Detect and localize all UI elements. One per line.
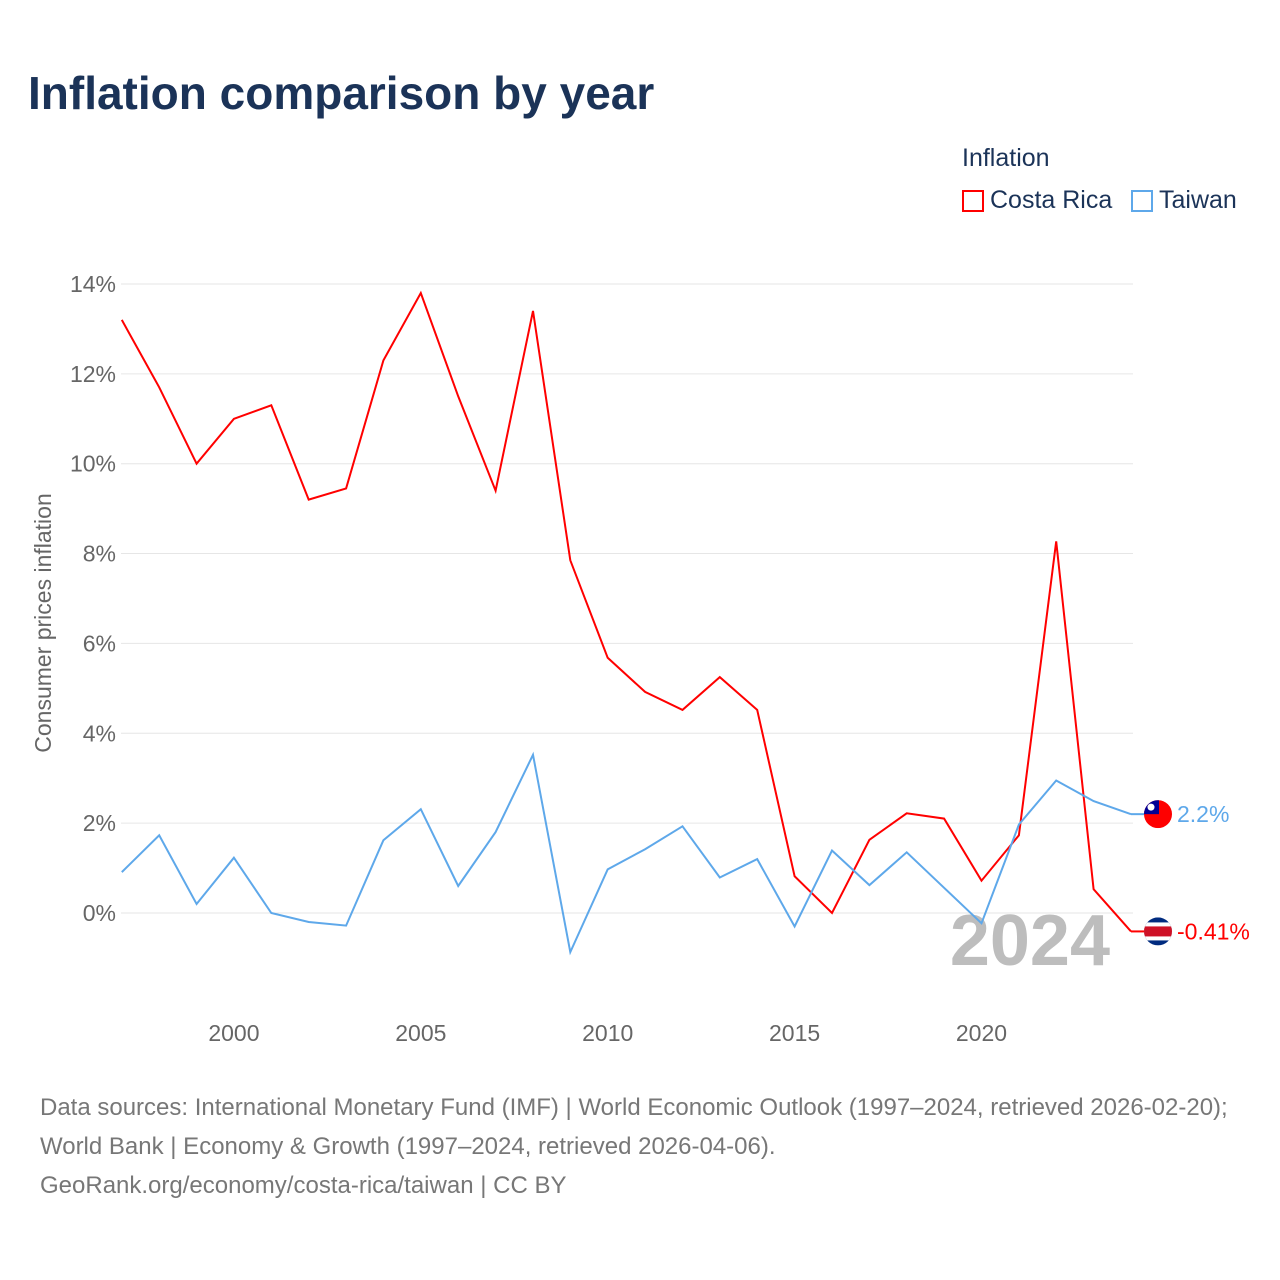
x-tick-label: 2010 <box>582 1020 633 1046</box>
y-axis-label: Consumer prices inflation <box>30 493 56 753</box>
y-tick-label: 10% <box>70 451 116 477</box>
costa-rica-flag-icon <box>1144 917 1172 946</box>
x-tick-label: 2005 <box>395 1020 446 1046</box>
y-tick-label: 4% <box>83 720 116 746</box>
x-tick-label: 2020 <box>956 1020 1007 1046</box>
end-value-label: -0.41% <box>1177 918 1250 944</box>
x-tick-label: 2015 <box>769 1020 820 1046</box>
y-tick-label: 6% <box>83 630 116 656</box>
footer: Data sources: International Monetary Fun… <box>40 1088 1250 1205</box>
data-sources: Data sources: International Monetary Fun… <box>40 1094 1228 1160</box>
series-line-costa-rica <box>120 290 1132 933</box>
legend-item-costa-rica[interactable]: Costa Rica <box>962 186 1112 215</box>
legend-swatch <box>962 189 984 212</box>
y-tick-label: 12% <box>70 361 116 387</box>
legend-title: Inflation <box>962 144 1050 172</box>
x-tick-label: 2000 <box>208 1020 259 1046</box>
year-watermark: 2024 <box>950 901 1110 981</box>
y-tick-label: 14% <box>70 271 116 297</box>
source-link[interactable]: GeoRank.org/economy/costa-rica/taiwan | … <box>40 1172 567 1199</box>
legend-item-taiwan[interactable]: Taiwan <box>1131 186 1237 215</box>
legend-label: Taiwan <box>1159 186 1237 214</box>
legend-label: Costa Rica <box>990 186 1113 214</box>
y-tick-label: 0% <box>83 900 116 926</box>
chart-title: Inflation comparison by year <box>28 67 655 119</box>
series-line-taiwan <box>121 751 1132 956</box>
y-tick-label: 8% <box>83 541 116 567</box>
taiwan-flag-icon <box>1144 800 1172 829</box>
y-tick-label: 2% <box>83 810 116 836</box>
end-value-label: 2.2% <box>1177 801 1229 827</box>
legend-swatch <box>1131 189 1153 212</box>
